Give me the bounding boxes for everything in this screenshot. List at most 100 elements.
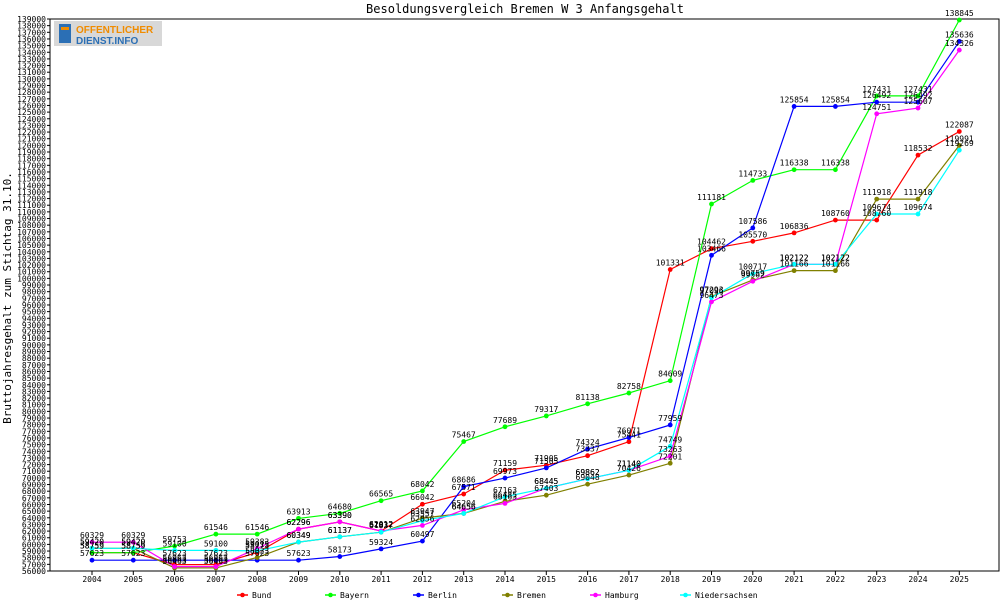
data-point-bayern <box>833 167 838 173</box>
data-label-berlin: 68686 <box>452 476 476 485</box>
data-label-bund: 71905 <box>534 454 558 463</box>
data-label-niedersachsen: 59015 <box>245 540 269 549</box>
data-label-bund: 105570 <box>738 230 767 239</box>
series-line-niedersachsen <box>92 149 960 552</box>
y-tick-label: 74000 <box>22 447 46 456</box>
y-tick-label: 95000 <box>22 308 46 317</box>
y-tick-label: 133000 <box>17 55 46 64</box>
data-point-niedersachsen <box>213 547 219 553</box>
data-label-bayern: 84609 <box>658 370 682 379</box>
data-point-bremen <box>874 196 880 202</box>
data-point-niedersachsen <box>254 548 260 554</box>
data-point-bayern <box>420 488 425 494</box>
data-point-bayern <box>461 439 467 444</box>
data-label-niedersachsen: 109674 <box>904 203 933 212</box>
data-point-berlin <box>420 538 425 544</box>
data-point-bayern <box>543 413 549 419</box>
y-tick-label: 100000 <box>17 274 46 283</box>
series-line-bayern <box>92 19 960 554</box>
data-point-berlin <box>709 252 714 258</box>
data-label-bund: 71159 <box>493 459 517 468</box>
data-label-bayern: 63913 <box>286 507 310 516</box>
y-tick-label: 76000 <box>22 434 46 443</box>
x-tick-label: 2013 <box>454 575 473 584</box>
data-point-niedersachsen <box>543 485 549 491</box>
data-label-bremen: 70426 <box>617 464 641 473</box>
data-point-niedersachsen <box>420 518 425 524</box>
chart-title: Besoldungsvergleich Bremen W 3 Anfangsge… <box>366 2 684 16</box>
y-tick-label: 135000 <box>17 42 46 51</box>
logo-background <box>54 21 162 46</box>
y-tick-label: 122000 <box>17 128 46 137</box>
data-point-bayern <box>296 515 301 521</box>
y-tick-label: 134000 <box>17 48 46 57</box>
x-tick-label: 2024 <box>908 575 927 584</box>
y-tick-label: 111000 <box>17 201 46 210</box>
data-label-bremen: 61837 <box>369 521 393 530</box>
data-label-bremen: 56463 <box>204 557 228 566</box>
y-tick-label: 136000 <box>17 35 46 44</box>
data-point-bund <box>420 501 425 507</box>
data-label-bremen: 97293 <box>699 285 723 294</box>
data-point-berlin <box>130 557 136 563</box>
y-tick-label: 113000 <box>17 188 46 197</box>
y-tick-label: 123000 <box>17 121 46 130</box>
y-tick-label: 65000 <box>22 507 46 516</box>
data-label-bayern: 138845 <box>945 9 974 18</box>
data-point-niedersachsen <box>502 494 508 500</box>
data-label-hamburg: 69862 <box>576 468 600 477</box>
y-tick-label: 92000 <box>22 328 46 337</box>
data-label-hamburg: 68445 <box>534 477 558 486</box>
data-point-berlin <box>172 557 178 563</box>
data-point-berlin <box>89 557 95 563</box>
data-point-berlin <box>585 446 590 452</box>
data-label-bund: 108760 <box>821 209 850 218</box>
data-point-hamburg <box>915 105 921 111</box>
legend-marker-bayern <box>328 592 333 598</box>
data-label-berlin: 76071 <box>617 427 641 436</box>
data-point-niedersachsen <box>626 467 632 473</box>
data-label-bund: 58759 <box>121 542 145 551</box>
logo-icon-accent <box>61 27 69 30</box>
data-point-bremen <box>667 460 673 466</box>
data-label-niedersachsen: 97096 <box>699 287 723 296</box>
data-point-berlin <box>461 484 467 490</box>
data-point-bund <box>667 267 673 272</box>
data-label-bund: 63390 <box>328 511 352 520</box>
data-label-niedersachsen: 61137 <box>328 526 352 535</box>
data-point-hamburg <box>172 564 178 569</box>
data-label-berlin: 57623 <box>80 549 104 558</box>
data-point-bayern <box>750 177 756 183</box>
data-label-berlin: 57623 <box>286 549 310 558</box>
y-tick-label: 125000 <box>17 108 46 117</box>
logo-line-2: DIENST.INFO <box>76 36 138 47</box>
data-label-bremen: 99759 <box>741 269 765 278</box>
data-label-bremen: 63947 <box>410 507 434 516</box>
y-tick-label: 120000 <box>17 141 46 150</box>
y-tick-label: 97000 <box>22 294 46 303</box>
data-label-bayern: 127431 <box>904 85 933 94</box>
data-label-bayern: 114733 <box>738 169 767 178</box>
y-tick-label: 68000 <box>22 487 46 496</box>
data-label-berlin: 59324 <box>369 538 393 547</box>
data-point-bund <box>502 467 508 473</box>
data-label-niedersachsen: 59420 <box>80 537 104 546</box>
data-point-bund <box>874 217 880 223</box>
data-label-bayern: 68042 <box>410 480 434 489</box>
data-point-bremen <box>833 268 838 274</box>
data-label-bund: 66042 <box>410 493 434 502</box>
data-point-hamburg <box>956 47 962 53</box>
y-tick-label: 132000 <box>17 62 46 71</box>
logo-line-1: OFFENTLICHER <box>76 25 154 36</box>
legend-label-berlin: Berlin <box>428 591 457 600</box>
data-point-berlin <box>213 557 219 563</box>
data-point-bayern <box>172 543 178 549</box>
data-point-berlin <box>296 557 301 563</box>
data-label-berlin: 57623 <box>245 549 269 558</box>
y-tick-label: 108000 <box>17 221 46 230</box>
data-point-berlin <box>543 465 549 471</box>
data-point-niedersachsen <box>461 511 467 516</box>
data-point-bayern <box>626 390 632 396</box>
logo: OFFENTLICHER DIENST.INFO <box>54 21 162 47</box>
